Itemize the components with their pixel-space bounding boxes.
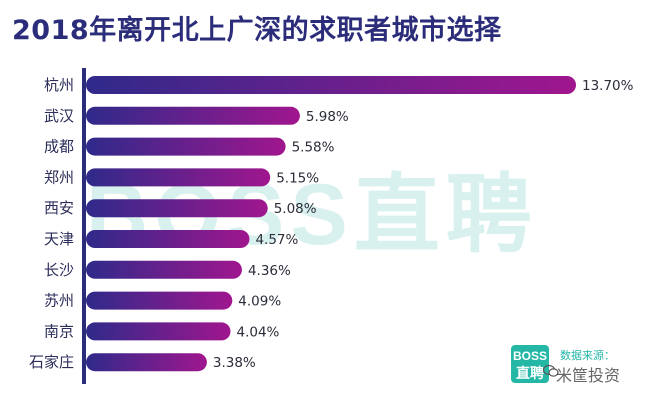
- category-label: 西安: [44, 199, 74, 217]
- value-label: 13.70%: [582, 78, 634, 94]
- credit-text: 米筐投资: [556, 366, 621, 385]
- bar-6: [86, 260, 242, 279]
- value-label: 4.36%: [248, 263, 291, 279]
- wechat-icon: [543, 364, 559, 377]
- data-source-label: 数据来源：: [560, 349, 615, 362]
- category-label: 石家庄: [29, 353, 74, 371]
- category-label: 郑州: [44, 168, 74, 186]
- category-label: 长沙: [44, 261, 74, 279]
- bar-1: [86, 106, 300, 125]
- category-label: 成都: [44, 138, 74, 156]
- value-label: 5.98%: [306, 109, 349, 125]
- bar-2: [86, 137, 286, 156]
- value-label: 3.38%: [213, 355, 256, 371]
- value-label: 4.09%: [238, 294, 281, 310]
- category-label: 天津: [44, 230, 74, 248]
- value-label: 4.57%: [255, 232, 298, 248]
- value-label: 5.08%: [274, 201, 317, 217]
- bar-7: [86, 291, 233, 310]
- y-axis-line: [82, 68, 86, 384]
- value-label: 5.15%: [276, 170, 319, 186]
- category-label: 杭州: [44, 76, 74, 94]
- boss-zhipin-logo: BOSS 直聘: [511, 345, 549, 383]
- bar-5: [86, 230, 250, 248]
- logo-text-line2: 直聘: [516, 365, 544, 381]
- bar-8: [86, 322, 231, 341]
- value-label: 4.04%: [236, 324, 279, 340]
- bar-9: [86, 353, 207, 372]
- value-label: 5.58%: [292, 140, 335, 156]
- chart-title: 2018年离开北上广深的求职者城市选择: [12, 15, 502, 46]
- category-label: 武汉: [44, 107, 74, 125]
- category-label: 南京: [44, 322, 74, 340]
- bar-0: [86, 76, 576, 94]
- logo-text-line1: BOSS: [512, 349, 547, 363]
- bar-3: [86, 168, 271, 187]
- bar-4: [86, 199, 268, 218]
- category-label: 苏州: [44, 292, 74, 310]
